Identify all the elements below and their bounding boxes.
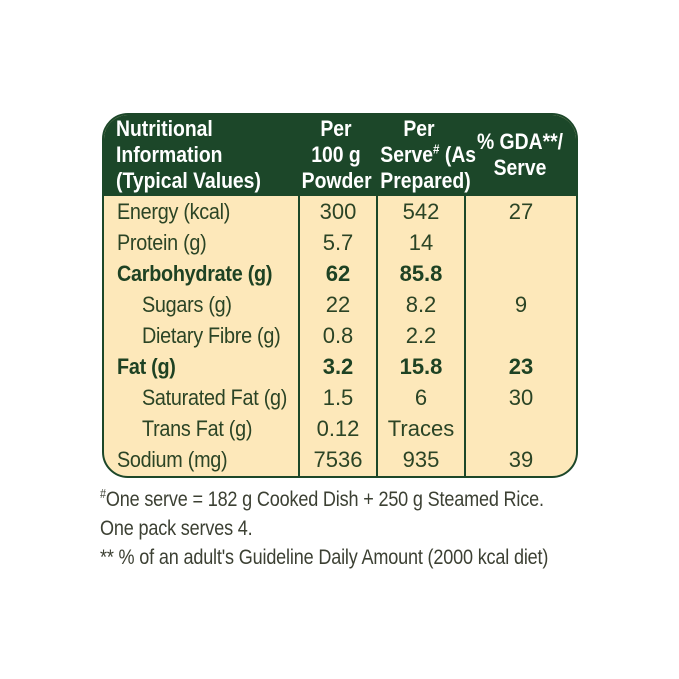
header-text: 100 g (311, 142, 361, 167)
row-label-cell: Sodium (mg) (104, 445, 298, 476)
value-per-serve: 935 (376, 444, 464, 476)
row-label: Protein (g) (117, 229, 207, 255)
footnote-gda-definition: ** % of an adult's Guideline Daily Amoun… (100, 543, 548, 572)
row-label: Carbohydrate (g) (117, 260, 273, 286)
value-per-serve: 14 (376, 227, 464, 259)
value-gda-percent: 30 (464, 382, 576, 414)
value-per-serve: 8.2 (376, 289, 464, 321)
value-per-serve: 2.2 (376, 320, 464, 352)
value-gda-percent (464, 320, 576, 352)
table-row-sugars: Sugars (g) 22 8.2 9 (104, 289, 576, 321)
row-label-cell: Energy (kcal) (104, 196, 298, 227)
value-per-100g: 5.7 (298, 227, 376, 259)
header-text: Prepared) (380, 168, 471, 193)
row-label-cell: Fat (g) (104, 352, 298, 383)
header-text-part: Serve (380, 142, 434, 167)
table-row-trans-fat: Trans Fat (g) 0.12 Traces (104, 413, 576, 445)
table-row-carbohydrate: Carbohydrate (g) 62 85.8 (104, 258, 576, 290)
footnote-text: One serve = 182 g Cooked Dish + 250 g St… (105, 488, 544, 511)
table-row-energy: Energy (kcal) 300 542 27 (104, 196, 576, 228)
table-row-protein: Protein (g) 5.7 14 (104, 227, 576, 259)
value-per-100g: 300 (298, 196, 376, 228)
header-text: Nutritional (116, 116, 213, 141)
table-row-fat: Fat (g) 3.2 15.8 23 (104, 351, 576, 383)
value-per-serve: 6 (376, 382, 464, 414)
row-label: Fat (g) (117, 354, 176, 380)
serve-footnote-marker: # (433, 141, 440, 157)
header-col-per-serve-as-prepared: Per Serve# (As Prepared) (375, 115, 476, 196)
value-per-100g: 62 (298, 258, 376, 290)
value-gda-percent (464, 413, 576, 445)
row-label-cell: Saturated Fat (g) (104, 383, 298, 414)
header-text: % GDA**/ (476, 129, 564, 154)
table-row-dietary-fibre: Dietary Fibre (g) 0.8 2.2 (104, 320, 576, 352)
header-text: Per (320, 116, 352, 141)
value-per-serve: Traces (376, 413, 464, 445)
header-text: (Typical Values) (116, 168, 261, 193)
nutrition-label: Nutritional Information (Typical Values)… (100, 113, 578, 572)
row-label: Energy (kcal) (117, 198, 231, 224)
row-label-cell: Trans Fat (g) (104, 414, 298, 445)
table-row-saturated-fat: Saturated Fat (g) 1.5 6 30 (104, 382, 576, 414)
row-label: Sugars (g) (142, 291, 232, 317)
value-per-100g: 0.12 (298, 413, 376, 445)
value-per-serve: 15.8 (376, 351, 464, 383)
row-label-cell: Sugars (g) (104, 289, 298, 320)
footnote-text: ** % of an adult's Guideline Daily Amoun… (100, 546, 549, 569)
value-gda-percent: 23 (464, 351, 576, 383)
header-col-gda-per-serve: % GDA**/ Serve (463, 115, 576, 196)
table-header: Nutritional Information (Typical Values)… (104, 115, 576, 196)
value-per-serve: 542 (376, 196, 464, 228)
value-gda-percent: 9 (464, 289, 576, 321)
row-label: Saturated Fat (g) (142, 385, 288, 411)
header-text: Powder (301, 168, 372, 193)
value-gda-percent (464, 258, 576, 290)
value-gda-percent: 27 (464, 196, 576, 228)
header-text: Serve (493, 155, 547, 180)
header-text: Serve# (As (380, 141, 476, 168)
row-label: Sodium (mg) (117, 447, 228, 473)
row-label-cell: Carbohydrate (g) (104, 258, 298, 289)
value-per-100g: 22 (298, 289, 376, 321)
footnotes: #One serve = 182 g Cooked Dish + 250 g S… (100, 485, 578, 572)
row-label-cell: Protein (g) (104, 227, 298, 258)
value-per-serve: 85.8 (376, 258, 464, 290)
value-per-100g: 3.2 (298, 351, 376, 383)
value-gda-percent: 39 (464, 444, 576, 476)
header-col-nutritional-information: Nutritional Information (Typical Values) (104, 115, 297, 196)
value-per-100g: 0.8 (298, 320, 376, 352)
table-row-sodium: Sodium (mg) 7536 935 39 (104, 444, 576, 476)
value-per-100g: 7536 (298, 444, 376, 476)
value-gda-percent (464, 227, 576, 259)
row-label: Dietary Fibre (g) (142, 322, 281, 348)
value-per-100g: 1.5 (298, 382, 376, 414)
header-text: Per (403, 116, 435, 141)
header-text-part: (As (439, 142, 477, 167)
nutrition-table: Nutritional Information (Typical Values)… (102, 113, 578, 478)
row-label-cell: Dietary Fibre (g) (104, 320, 298, 351)
footnote-marker-hash: # (100, 487, 106, 501)
footnote-text: One pack serves 4. (100, 517, 253, 540)
table-body: Energy (kcal) 300 542 27 Protein (g) 5.7… (104, 196, 576, 476)
header-col-per-100g-powder: Per 100 g Powder (297, 115, 375, 196)
footnote-pack-serves: One pack serves 4. (100, 514, 511, 543)
header-text: Information (116, 142, 223, 167)
footnote-one-serve: #One serve = 182 g Cooked Dish + 250 g S… (100, 485, 544, 514)
row-label: Trans Fat (g) (142, 416, 253, 442)
